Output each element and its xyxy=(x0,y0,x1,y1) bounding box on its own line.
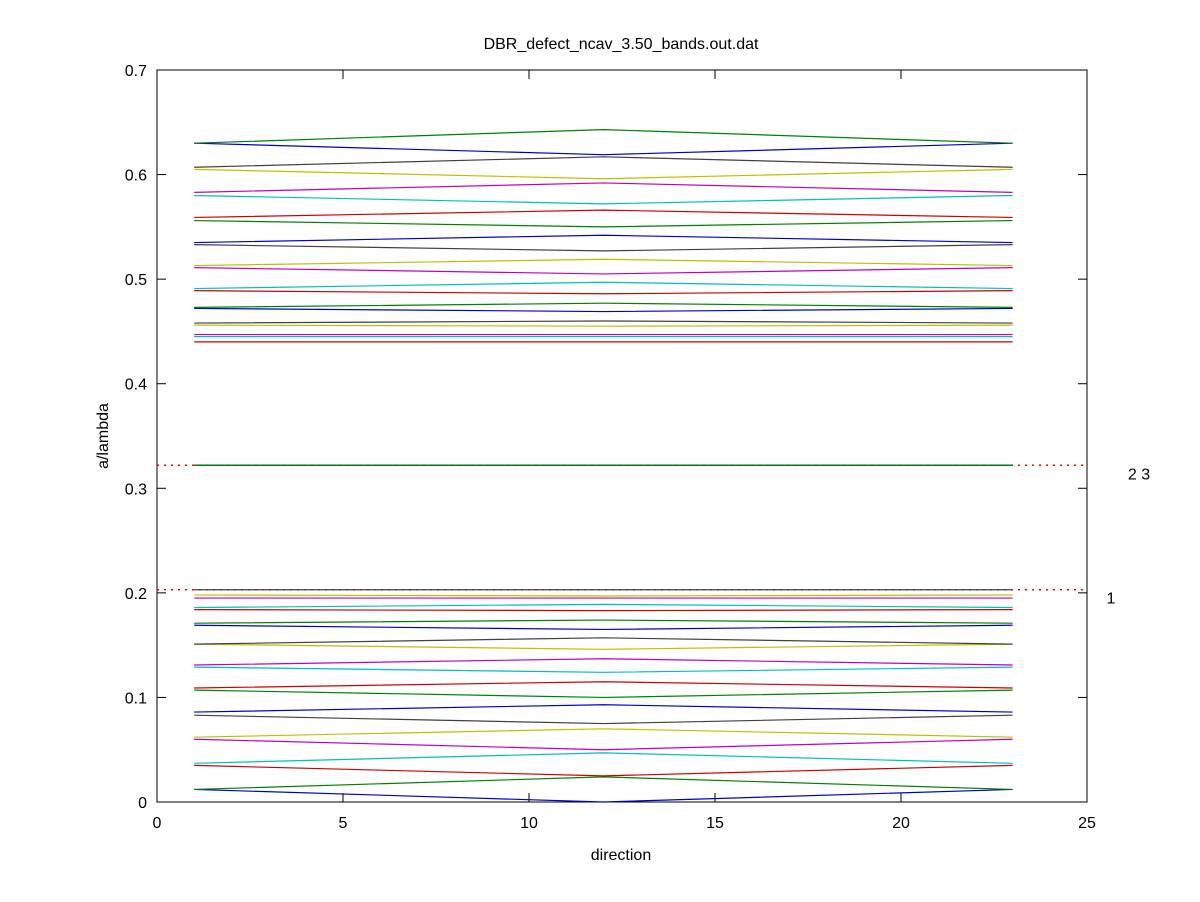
x-tick-label: 10 xyxy=(520,815,538,832)
x-tick-label: 20 xyxy=(892,815,910,832)
x-tick-label: 15 xyxy=(706,815,724,832)
band-line xyxy=(194,788,1013,803)
band-line xyxy=(194,129,1013,144)
band-line xyxy=(194,643,1013,650)
band-line xyxy=(194,681,1013,689)
band-line xyxy=(194,728,1013,738)
band-line xyxy=(194,603,1013,609)
band-line xyxy=(194,302,1013,308)
band-line xyxy=(194,738,1013,751)
band-line xyxy=(194,658,1013,666)
reference-line-label: 2 3 xyxy=(1128,466,1150,483)
band-line xyxy=(194,704,1013,713)
chart-title: DBR_defect_ncav_3.50_bands.out.dat xyxy=(484,36,759,53)
band-line xyxy=(194,752,1013,764)
band-line xyxy=(194,619,1013,624)
band-line xyxy=(194,168,1013,180)
reference-line-label: 1 xyxy=(1107,591,1116,608)
band-line xyxy=(194,182,1013,193)
x-tick-label: 25 xyxy=(1078,815,1096,832)
y-tick-label: 0.2 xyxy=(125,586,147,603)
band-line xyxy=(194,258,1013,267)
band-line xyxy=(194,234,1013,244)
y-tick-label: 0 xyxy=(138,795,147,812)
band-line xyxy=(194,608,1013,612)
band-line xyxy=(194,594,1013,597)
y-tick-label: 0.3 xyxy=(125,481,147,498)
band-line xyxy=(194,666,1013,673)
band-line xyxy=(194,281,1013,290)
y-tick-label: 0.1 xyxy=(125,690,147,707)
band-line xyxy=(194,689,1013,699)
band-line xyxy=(194,290,1013,295)
band-line xyxy=(194,156,1013,168)
y-axis-label: a/lambda xyxy=(95,403,112,469)
band-line xyxy=(194,637,1013,645)
y-tick-label: 0.5 xyxy=(125,272,147,289)
x-tick-label: 0 xyxy=(153,815,162,832)
band-line xyxy=(194,624,1013,631)
y-tick-label: 0.6 xyxy=(125,168,147,185)
x-axis-label: direction xyxy=(591,847,651,864)
band-line xyxy=(194,194,1013,205)
band-line xyxy=(194,324,1013,327)
band-line xyxy=(194,244,1013,252)
band-line xyxy=(194,764,1013,777)
y-tick-label: 0.4 xyxy=(125,377,147,394)
x-tick-label: 5 xyxy=(339,815,348,832)
band-line xyxy=(194,142,1013,156)
band-line xyxy=(194,209,1013,219)
band-line xyxy=(194,320,1013,324)
band-line xyxy=(194,307,1013,313)
band-line xyxy=(194,714,1013,725)
band-line xyxy=(194,776,1013,791)
band-line xyxy=(194,267,1013,275)
band-line xyxy=(194,219,1013,228)
y-tick-label: 0.7 xyxy=(125,63,147,80)
